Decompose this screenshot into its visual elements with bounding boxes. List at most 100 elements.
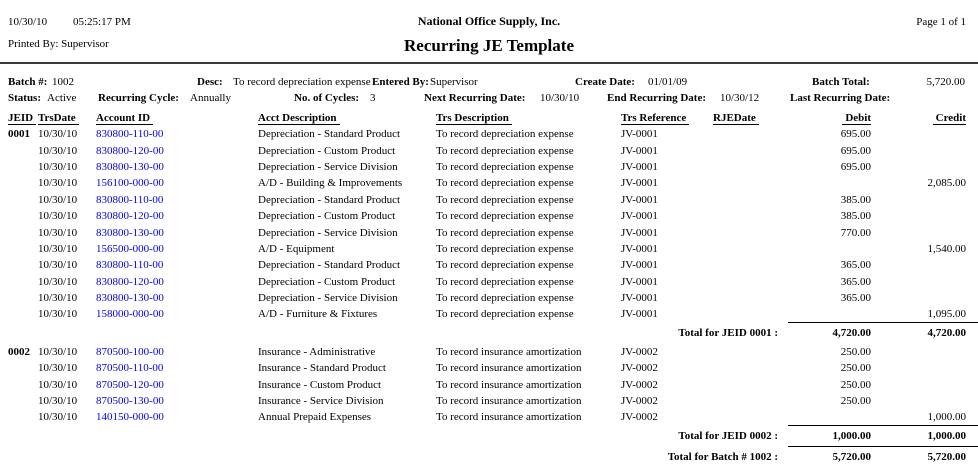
num-cycles-value: 3 xyxy=(370,92,376,104)
rje-date-cell xyxy=(713,208,788,224)
journal-entry-row: 10/30/10 830800-120-00 Depreciation - Cust… xyxy=(8,274,978,290)
jeid-cell: 0002 xyxy=(8,345,30,358)
trs-reference-cell: JV-0001 xyxy=(621,292,658,305)
trs-reference-cell: JV-0001 xyxy=(621,177,658,190)
journal-entry-row: 10/30/10 830800-120-00 Depreciation - Cust… xyxy=(8,208,978,224)
jeid-cell xyxy=(8,192,38,208)
acct-description-cell: Insurance - Standard Product xyxy=(258,362,386,375)
account-id-link[interactable]: 830800-110-00 xyxy=(96,193,164,206)
credit-amount-cell xyxy=(883,344,978,360)
credit-amount-cell xyxy=(883,159,978,175)
last-recurring-label: Last Recurring Date: xyxy=(790,92,891,104)
account-id-link[interactable]: 830800-130-00 xyxy=(96,292,164,305)
rje-date-cell xyxy=(713,290,788,306)
credit-amount-cell xyxy=(883,257,978,273)
account-id-link[interactable]: 156500-000-00 xyxy=(96,242,164,255)
trs-reference-cell: JV-0001 xyxy=(621,242,658,255)
debit-amount-cell: 365.00 xyxy=(840,275,871,288)
account-id-link[interactable]: 156100-000-00 xyxy=(96,177,164,190)
journal-entry-row: 10/30/10 156500-000-00 A/D - Equipment To r… xyxy=(8,241,978,257)
debit-amount-cell: 250.00 xyxy=(840,345,871,358)
rje-date-cell xyxy=(713,376,788,392)
rje-date-cell xyxy=(713,344,788,360)
jeid-cell xyxy=(8,360,38,376)
account-id-link[interactable]: 158000-000-00 xyxy=(96,308,164,321)
account-id-link[interactable]: 870500-120-00 xyxy=(96,378,164,391)
page-number: Page 1 of 1 xyxy=(916,16,966,28)
rje-date-cell xyxy=(713,126,788,142)
journal-entry-row: 10/30/10 158000-000-00 A/D - Furniture & F… xyxy=(8,306,978,322)
print-time: 05:25:17 PM xyxy=(73,16,131,28)
journal-entry-row: 10/30/10 870500-110-00 Insurance - Standar… xyxy=(8,360,978,376)
end-recurring-label: End Recurring Date: xyxy=(607,92,706,104)
trs-reference-cell: JV-0001 xyxy=(621,275,658,288)
trs-date-cell: 10/30/10 xyxy=(38,128,78,141)
trs-date-cell: 10/30/10 xyxy=(38,259,78,272)
total-row: Total for JEID 0001 : 4,720.00 4,720.00 xyxy=(8,322,978,344)
account-id-link[interactable]: 830800-120-00 xyxy=(96,210,164,223)
trs-date-cell: 10/30/10 xyxy=(38,144,78,157)
trs-reference-cell: JV-0001 xyxy=(621,128,658,141)
debit-amount-cell: 365.00 xyxy=(840,292,871,305)
trs-date-cell: 10/30/10 xyxy=(38,193,78,206)
account-id-link[interactable]: 140150-000-00 xyxy=(96,411,164,424)
printed-by: Printed By: Supervisor xyxy=(8,38,109,50)
credit-amount-cell xyxy=(883,360,978,376)
trs-description-cell: To record depreciation expense xyxy=(436,193,574,206)
entered-by-value: Supervisor xyxy=(430,76,478,88)
account-id-link[interactable]: 870500-110-00 xyxy=(96,362,164,375)
total-credit-amount: 4,720.00 xyxy=(883,322,978,344)
jeid-cell xyxy=(8,159,38,175)
acct-description-cell: A/D - Equipment xyxy=(258,242,335,255)
credit-amount-cell: 2,085.00 xyxy=(927,177,967,190)
debit-amount-cell: 770.00 xyxy=(840,226,871,239)
company-name: National Office Supply, Inc. xyxy=(417,14,561,28)
trs-description-cell: To record depreciation expense xyxy=(436,308,574,321)
account-id-link[interactable]: 830800-110-00 xyxy=(96,128,164,141)
debit-amount-cell xyxy=(788,241,883,257)
account-id-link[interactable]: 870500-130-00 xyxy=(96,395,164,408)
trs-description-cell: To record depreciation expense xyxy=(436,275,574,288)
trs-date-cell: 10/30/10 xyxy=(38,308,78,321)
rje-date-cell xyxy=(713,409,788,425)
col-header-trs-reference: Trs Reference xyxy=(621,108,713,126)
trs-reference-cell: JV-0001 xyxy=(621,144,658,157)
col-header-jeid: JEID xyxy=(8,108,38,126)
jeid-cell xyxy=(8,393,38,409)
total-debit-amount: 4,720.00 xyxy=(788,322,883,344)
acct-description-cell: Insurance - Service Division xyxy=(258,395,384,408)
trs-reference-cell: JV-0002 xyxy=(621,362,658,375)
trs-description-cell: To record depreciation expense xyxy=(436,259,574,272)
journal-table: JEID TrsDate Account ID Acct Description… xyxy=(8,108,978,468)
trs-date-cell: 10/30/10 xyxy=(38,395,78,408)
journal-entry-row: 0002 10/30/10 870500-100-00 Insurance - Adm… xyxy=(8,344,978,360)
trs-date-cell: 10/30/10 xyxy=(38,411,78,424)
account-id-link[interactable]: 830800-120-00 xyxy=(96,144,164,157)
debit-amount-cell: 365.00 xyxy=(840,259,871,272)
debit-amount-cell: 385.00 xyxy=(840,193,871,206)
journal-entry-row: 10/30/10 830800-120-00 Depreciation - Cust… xyxy=(8,142,978,158)
trs-date-cell: 10/30/10 xyxy=(38,345,78,358)
account-id-link[interactable]: 830800-130-00 xyxy=(96,160,164,173)
debit-amount-cell xyxy=(788,306,883,322)
account-id-link[interactable]: 830800-130-00 xyxy=(96,226,164,239)
account-id-link[interactable]: 830800-120-00 xyxy=(96,275,164,288)
acct-description-cell: Depreciation - Service Division xyxy=(258,160,398,173)
next-recurring-label: Next Recurring Date: xyxy=(424,92,526,104)
batch-number-value: 1002 xyxy=(52,76,74,88)
debit-amount-cell: 695.00 xyxy=(840,160,871,173)
account-id-link[interactable]: 870500-100-00 xyxy=(96,345,164,358)
acct-description-cell: Depreciation - Custom Product xyxy=(258,210,396,223)
journal-entry-row: 10/30/10 830800-130-00 Depreciation - Serv… xyxy=(8,224,978,240)
total-debit-amount: 5,720.00 xyxy=(788,446,883,468)
debit-amount-cell: 250.00 xyxy=(840,362,871,375)
account-id-link[interactable]: 830800-110-00 xyxy=(96,259,164,272)
col-header-credit: Credit xyxy=(883,108,978,126)
credit-amount-cell xyxy=(883,142,978,158)
rje-date-cell xyxy=(713,360,788,376)
trs-description-cell: To record depreciation expense xyxy=(436,128,574,141)
journal-entry-row: 10/30/10 140150-000-00 Annual Prepaid Expe… xyxy=(8,409,978,425)
rje-date-cell xyxy=(713,175,788,191)
num-cycles-label: No. of Cycles: xyxy=(294,92,360,104)
credit-amount-cell xyxy=(883,126,978,142)
